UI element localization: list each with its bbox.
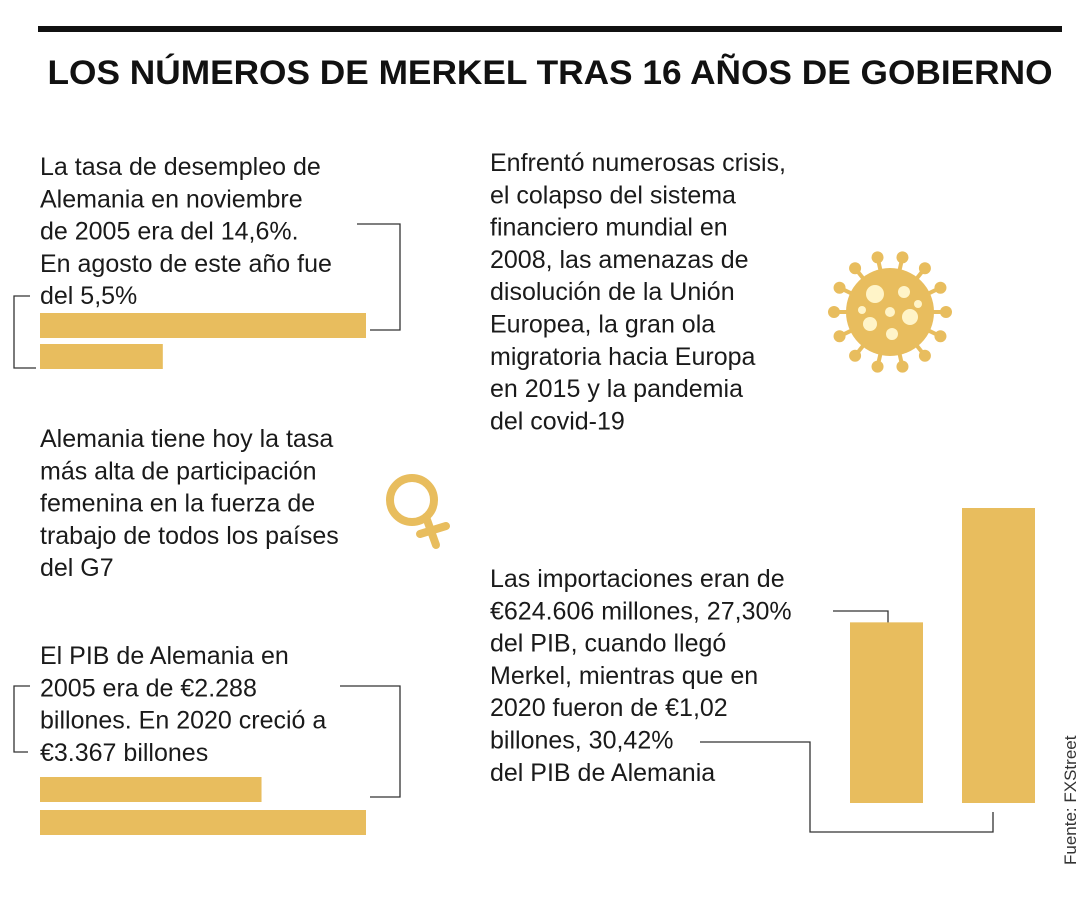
virus-icon	[828, 251, 952, 373]
text-line: femenina en la fuerza de	[40, 490, 315, 518]
virus-spot	[914, 300, 922, 308]
bar	[962, 508, 1035, 803]
virus-spot	[866, 285, 884, 303]
text-line: financiero mundial en	[490, 214, 728, 242]
spike-tip	[833, 330, 846, 343]
spike-tip	[918, 262, 931, 275]
spike-tip	[896, 251, 909, 264]
text-line: del PIB de Alemania	[490, 759, 715, 787]
virus-spot	[886, 328, 898, 340]
spike-tip	[934, 281, 947, 294]
spike-tip	[871, 251, 884, 264]
bar	[40, 810, 366, 835]
text-line: migratoria hacia Europa	[490, 343, 756, 371]
spike-tip	[871, 360, 884, 373]
text-line: Europea, la gran ola	[490, 311, 715, 339]
text-line: billones. En 2020 creció a	[40, 707, 326, 735]
text-line: del covid-19	[490, 407, 625, 435]
text-line: de 2005 era del 14,6%.	[40, 218, 299, 246]
text-line: Alemania en noviembre	[40, 185, 303, 213]
text-line: Merkel, mientras que en	[490, 662, 758, 690]
text-line: €3.367 billones	[40, 739, 208, 767]
connector	[13, 295, 36, 369]
spike-tip	[833, 281, 846, 294]
title: LOS NÚMEROS DE MERKEL TRAS 16 AÑOS DE GO…	[48, 54, 1053, 92]
text-line: Las importaciones eran de	[490, 565, 785, 593]
text-line: En agosto de este año fue	[40, 250, 332, 278]
text-line: trabajo de todos los países	[40, 522, 339, 550]
text-line: 2020 fueron de €1,02	[490, 694, 728, 722]
connector	[700, 741, 994, 833]
spike-tip	[828, 306, 840, 318]
text-line: el colapso del sistema	[490, 181, 736, 209]
spike-tip	[918, 349, 931, 362]
connector	[340, 685, 401, 798]
female-icon	[386, 474, 450, 549]
text-line: Enfrentó numerosas crisis,	[490, 149, 786, 177]
text-line: en 2015 y la pandemia	[490, 375, 743, 403]
spike-tip	[849, 262, 862, 275]
top-rule	[38, 26, 1062, 32]
text-line: del G7	[40, 554, 114, 582]
text-line: disolución de la Unión	[490, 278, 735, 306]
text-line: más alta de participación	[40, 457, 317, 485]
virus-spot	[898, 286, 910, 298]
spike-tip	[896, 360, 909, 373]
virus-spot	[858, 306, 866, 314]
text-line: La tasa de desempleo de	[40, 153, 321, 181]
text-line: El PIB de Alemania en	[40, 642, 289, 670]
text-line: del 5,5%	[40, 282, 137, 310]
source: Fuente: FXStreet	[1061, 735, 1080, 865]
text-line: billones, 30,42%	[490, 727, 673, 755]
bar	[40, 313, 366, 338]
connector	[13, 685, 30, 753]
text-line: 2005 era de €2.288	[40, 674, 257, 702]
bar	[40, 777, 262, 802]
spike-tip	[934, 330, 947, 343]
connector	[357, 223, 401, 331]
spike-tip	[940, 306, 952, 318]
bar	[40, 344, 163, 369]
virus-spot	[863, 317, 877, 331]
text-line: Alemania tiene hoy la tasa	[40, 425, 333, 453]
text-line: €624.606 millones, 27,30%	[490, 597, 792, 625]
text-line: 2008, las amenazas de	[490, 246, 749, 274]
bar	[850, 622, 923, 803]
virus-spot	[885, 307, 895, 317]
spike-tip	[849, 349, 862, 362]
text-line: del PIB, cuando llegó	[490, 630, 726, 658]
virus-spot	[902, 309, 918, 325]
